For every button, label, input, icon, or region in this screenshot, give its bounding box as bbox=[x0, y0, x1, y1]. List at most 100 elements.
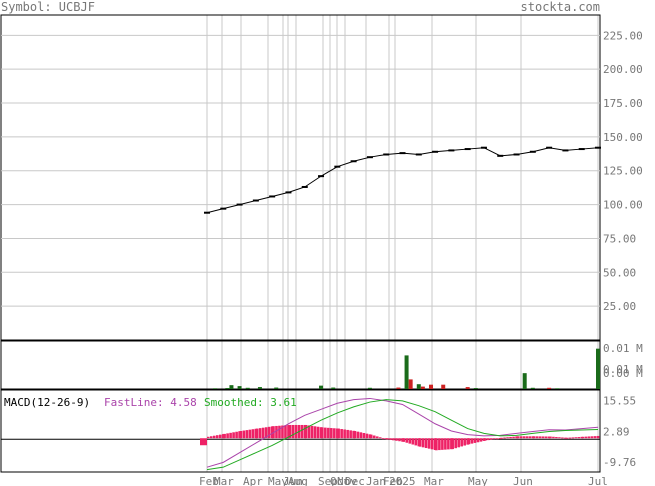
volume-bar bbox=[473, 388, 478, 389]
price-line bbox=[206, 147, 599, 214]
macd-histogram-bar bbox=[258, 428, 262, 439]
macd-histogram-bar bbox=[264, 427, 268, 439]
macd-histogram-bar bbox=[427, 438, 431, 449]
macd-histogram-bar bbox=[528, 436, 532, 439]
macd-histogram-bar bbox=[307, 425, 311, 439]
price-panel: 25.00 50.00 75.00 100.00 125.00 150.00 175.00 2… bbox=[0, 14, 643, 341]
macd-histogram-bar bbox=[294, 424, 298, 439]
volume-tick-label: 0.00 M bbox=[603, 367, 643, 380]
macd-histogram-bar bbox=[424, 438, 428, 449]
macd-histogram-bar bbox=[519, 436, 523, 439]
volume-bar bbox=[547, 387, 552, 389]
symbol-label: Symbol: UCBJF bbox=[1, 0, 95, 14]
volume-bar bbox=[530, 387, 535, 389]
macd-histogram-bar bbox=[288, 424, 292, 439]
macd-histogram-bar bbox=[568, 437, 572, 439]
macd-tick-label: 2.89 bbox=[603, 425, 630, 438]
macd-histogram-bar bbox=[346, 429, 349, 439]
macd-histogram-bar bbox=[284, 425, 287, 439]
macd-histogram-bar bbox=[441, 438, 444, 450]
volume-bar bbox=[213, 388, 218, 389]
price-tick-label: 125.00 bbox=[603, 165, 643, 178]
macd-histogram-bar bbox=[571, 437, 575, 439]
x-tick-label: Oct bbox=[330, 475, 350, 486]
macd-histogram-bar bbox=[340, 429, 343, 439]
macd-histogram-bar bbox=[414, 438, 418, 446]
macd-histogram-bar bbox=[476, 438, 480, 443]
macd-tick-label: -9.76 bbox=[603, 456, 636, 469]
macd-histogram-bar bbox=[378, 437, 382, 439]
macd-histogram-bar bbox=[552, 436, 555, 439]
macd-smoothed-label: Smoothed: 3.61 bbox=[204, 396, 297, 409]
macd-histogram-bar bbox=[492, 438, 496, 440]
macd-histogram-bar bbox=[574, 437, 578, 439]
macd-histogram-bar bbox=[226, 433, 229, 439]
price-tick-label: 150.00 bbox=[603, 131, 643, 144]
macd-histogram-bar bbox=[395, 438, 398, 441]
macd-histogram-bar bbox=[321, 427, 324, 439]
macd-histogram-bar bbox=[359, 432, 363, 439]
x-tick-label: 2025 bbox=[389, 475, 416, 486]
x-tick-label: Apr bbox=[243, 475, 263, 486]
macd-histogram-bar bbox=[584, 436, 588, 439]
macd-histogram-bar bbox=[337, 428, 340, 439]
volume-tick-label: 0.01 M bbox=[603, 363, 643, 376]
macd-smoothed-line bbox=[206, 399, 599, 471]
volume-bar bbox=[420, 386, 425, 389]
macd-histogram-bar bbox=[544, 436, 548, 439]
macd-histogram-bar bbox=[219, 434, 222, 439]
macd-histogram-bar bbox=[369, 434, 373, 439]
macd-histogram-bar bbox=[581, 436, 585, 439]
macd-histogram-bar bbox=[435, 438, 438, 451]
volume-bar bbox=[237, 386, 242, 389]
macd-histogram-bar bbox=[365, 433, 369, 439]
macd-histogram-bar bbox=[463, 438, 466, 446]
macd-histogram-bar bbox=[479, 438, 483, 442]
macd-histogram-bar bbox=[506, 437, 509, 439]
x-tick-label: Mar bbox=[424, 475, 444, 486]
macd-histogram-bar bbox=[486, 438, 490, 441]
macd-histogram-bar bbox=[356, 431, 360, 439]
x-tick-label: May bbox=[268, 475, 288, 486]
volume-bar bbox=[225, 388, 230, 389]
macd-histogram-bar bbox=[235, 431, 238, 439]
volume-bar bbox=[367, 387, 372, 389]
macd-histogram-bar bbox=[375, 436, 379, 439]
macd-histogram-bar bbox=[565, 437, 569, 439]
macd-histogram-bar bbox=[349, 430, 352, 439]
macd-histogram-bar bbox=[451, 438, 454, 450]
macd-histogram-bar bbox=[281, 425, 284, 439]
price-tick-label: 100.00 bbox=[603, 199, 643, 212]
x-tick-label: Nov bbox=[337, 475, 357, 486]
macd-histogram-bar bbox=[386, 438, 389, 440]
macd-histogram-bar bbox=[324, 427, 327, 439]
macd-histogram-bar bbox=[313, 426, 317, 439]
x-tick-label: Mar bbox=[214, 475, 234, 486]
macd-histogram-bar bbox=[333, 428, 336, 439]
x-tick-label: Dec bbox=[345, 475, 365, 486]
x-tick-label: Jun bbox=[283, 475, 303, 486]
macd-histogram-bar bbox=[248, 429, 252, 439]
macd-histogram-bar bbox=[460, 438, 463, 447]
volume-bar bbox=[229, 385, 234, 389]
macd-histogram-bar bbox=[558, 437, 561, 439]
macd-histogram-bar bbox=[512, 436, 515, 439]
macd-histogram-bar bbox=[327, 427, 330, 439]
macd-panel: 15.55 2.89 -9.76 MACD(12-26-9) FastLine: 4.5… bbox=[0, 389, 636, 473]
macd-histogram-bar bbox=[239, 431, 243, 439]
macd-frame bbox=[0, 389, 601, 473]
macd-histogram-bar bbox=[229, 432, 232, 439]
price-tick-label: 25.00 bbox=[603, 300, 636, 313]
macd-histogram-bar bbox=[300, 424, 304, 439]
macd-histogram-bar bbox=[411, 438, 415, 445]
macd-histogram-bar bbox=[245, 430, 249, 439]
x-tick-label: Aug bbox=[288, 475, 308, 486]
macd-histogram-bar bbox=[213, 435, 216, 439]
macd-histogram-bar bbox=[495, 438, 499, 440]
macd-histogram-bar bbox=[207, 436, 210, 439]
macd-histogram-bar bbox=[489, 438, 493, 440]
macd-fastline-label: FastLine: 4.58 bbox=[104, 396, 197, 409]
volume-bar bbox=[408, 379, 413, 389]
macd-histogram-bar bbox=[596, 435, 600, 439]
